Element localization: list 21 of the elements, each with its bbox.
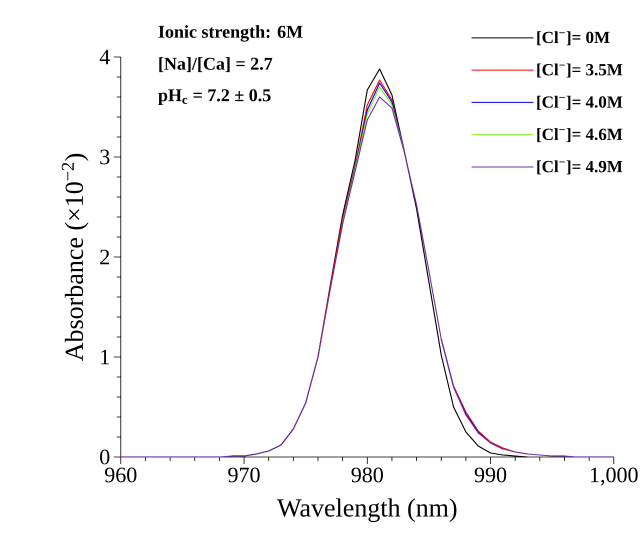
- x-tick-label: 970: [228, 468, 260, 482]
- legend-label: [Cl$^{−}$]= 4.6M: [537, 128, 622, 142]
- legend-label: [Cl$^{−}$]= 4.0M: [537, 96, 622, 110]
- x-tick-label: 980: [351, 468, 383, 482]
- y-tick-label: 3: [100, 150, 110, 164]
- x-tick-label: 1,000: [590, 468, 638, 486]
- text: Ionic strength: 6M: [158, 25, 303, 42]
- annotation: [Na]/[Ca] = 2.7: [159, 57, 272, 72]
- legend-label: [Cl$^{−}$]= 0M: [537, 31, 610, 46]
- legend-label: [Cl$^{−}$]= 3.5M: [537, 63, 622, 78]
- y-tick-label: 0: [100, 450, 110, 464]
- x-tick-label: 990: [474, 468, 506, 482]
- x-axis-title: Wavelength (nm): [277, 498, 456, 522]
- y-tick-label: 2: [100, 250, 110, 264]
- annotation: pH$_{c}$ = 7.2 ± 0.5: [158, 89, 271, 105]
- y-tick-label: 1: [101, 350, 109, 364]
- y-axis-title: Absorbance (×10$^{−2}$): [62, 154, 88, 361]
- legend-label: [Cl$^{−}$]= 4.9M: [537, 160, 622, 174]
- line-series: [342, 86, 405, 223]
- y-tick-label: 4: [100, 50, 110, 64]
- x-tick-label: 960: [104, 468, 136, 482]
